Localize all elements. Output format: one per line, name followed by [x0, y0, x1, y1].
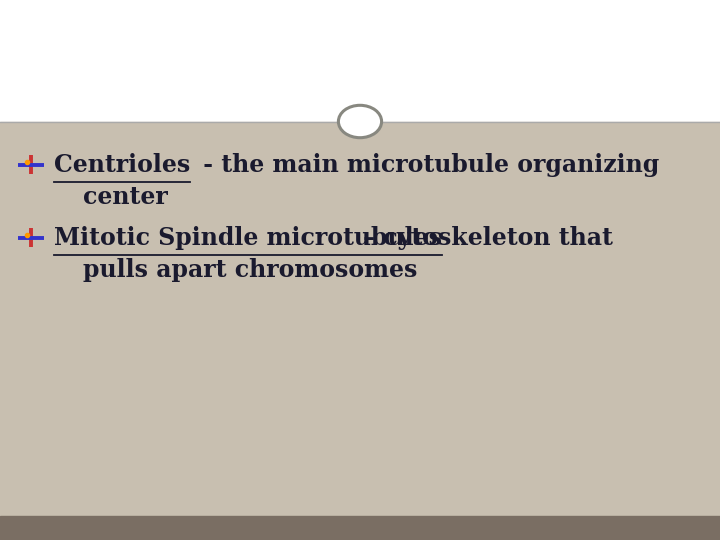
Bar: [0, 516, 720, 540]
Circle shape: [338, 105, 382, 138]
Text: - the main microtubule organizing: - the main microtubule organizing: [195, 153, 660, 177]
Text: – cytoskeleton that: – cytoskeleton that: [355, 226, 613, 249]
Text: pulls apart chromosomes: pulls apart chromosomes: [83, 258, 417, 282]
Text: center: center: [83, 185, 168, 209]
Text: Mitotic Spindle microtubules: Mitotic Spindle microtubules: [54, 226, 442, 249]
Text: Centrioles: Centrioles: [54, 153, 190, 177]
Bar: [0, 122, 720, 516]
Bar: [0, 0, 720, 122]
